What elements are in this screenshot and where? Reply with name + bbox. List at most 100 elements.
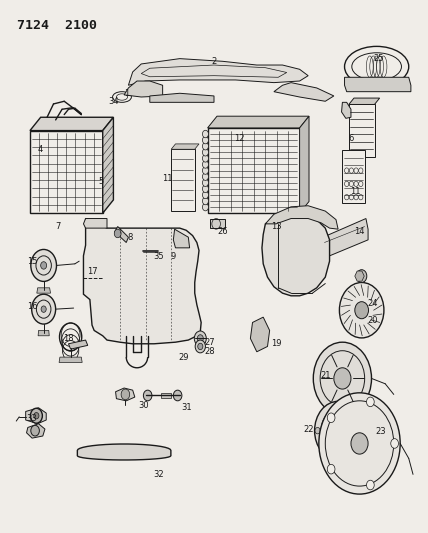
Circle shape [202, 142, 208, 150]
Circle shape [32, 294, 56, 324]
Polygon shape [171, 144, 199, 149]
Polygon shape [68, 340, 88, 349]
Text: 7: 7 [55, 222, 60, 231]
Text: 5: 5 [98, 177, 103, 185]
Polygon shape [274, 83, 334, 101]
Text: 28: 28 [205, 348, 215, 356]
Polygon shape [124, 81, 163, 97]
Text: 11: 11 [162, 174, 172, 183]
Polygon shape [83, 219, 201, 344]
Polygon shape [250, 317, 270, 352]
Circle shape [202, 155, 208, 162]
Text: 25: 25 [374, 54, 384, 63]
Text: 7124  2100: 7124 2100 [17, 19, 97, 31]
Text: 32: 32 [153, 470, 163, 479]
Polygon shape [173, 229, 190, 248]
Polygon shape [150, 93, 214, 102]
Circle shape [121, 389, 130, 400]
Text: 27: 27 [205, 338, 215, 346]
Polygon shape [128, 59, 308, 85]
Circle shape [202, 136, 208, 144]
Bar [342, 150, 365, 203]
Circle shape [202, 167, 208, 174]
Bar [349, 104, 374, 157]
Polygon shape [116, 388, 135, 401]
Polygon shape [349, 98, 380, 104]
Text: 2: 2 [211, 57, 217, 66]
Circle shape [366, 480, 374, 490]
Text: 14: 14 [354, 228, 365, 236]
Text: 4: 4 [38, 145, 43, 154]
Circle shape [313, 342, 372, 415]
Circle shape [202, 149, 208, 156]
Circle shape [202, 161, 208, 168]
Text: 33: 33 [27, 414, 38, 423]
Text: 34: 34 [108, 97, 119, 106]
Text: 17: 17 [87, 268, 97, 276]
Text: 6: 6 [348, 134, 354, 143]
Bar [160, 393, 171, 398]
Text: 35: 35 [153, 253, 163, 261]
Circle shape [327, 413, 335, 423]
Text: 22: 22 [303, 425, 313, 433]
Polygon shape [83, 219, 107, 228]
Circle shape [202, 179, 208, 187]
Text: 26: 26 [217, 228, 228, 236]
Polygon shape [321, 219, 368, 259]
Circle shape [198, 343, 203, 350]
Text: 29: 29 [179, 353, 189, 361]
Circle shape [336, 453, 341, 459]
Circle shape [194, 331, 206, 346]
Polygon shape [300, 116, 309, 213]
Circle shape [315, 427, 320, 434]
Polygon shape [37, 288, 51, 293]
Circle shape [391, 439, 398, 448]
Circle shape [334, 368, 351, 389]
Circle shape [114, 229, 121, 238]
Bar [208, 128, 300, 213]
Polygon shape [59, 357, 82, 362]
Polygon shape [27, 424, 45, 438]
Polygon shape [265, 206, 338, 229]
Circle shape [357, 270, 367, 282]
Text: 1: 1 [124, 89, 129, 98]
Text: 19: 19 [271, 340, 281, 348]
Circle shape [351, 433, 368, 454]
Text: 8: 8 [128, 233, 133, 241]
Circle shape [327, 464, 335, 474]
Circle shape [41, 306, 46, 312]
Polygon shape [30, 117, 113, 131]
Polygon shape [26, 408, 46, 424]
Text: 9: 9 [171, 253, 176, 261]
Circle shape [31, 425, 39, 436]
Circle shape [30, 408, 42, 423]
Text: 30: 30 [138, 401, 149, 409]
Circle shape [197, 335, 203, 342]
Text: 18: 18 [63, 334, 74, 343]
Circle shape [34, 413, 39, 419]
Circle shape [356, 427, 361, 434]
Circle shape [202, 173, 208, 180]
Text: 12: 12 [235, 134, 245, 143]
Circle shape [336, 402, 341, 408]
Polygon shape [38, 330, 49, 336]
Polygon shape [115, 227, 128, 243]
Text: 24: 24 [367, 300, 377, 308]
Circle shape [202, 130, 208, 138]
Text: 23: 23 [376, 427, 386, 436]
Text: 11: 11 [350, 188, 360, 196]
Circle shape [319, 393, 400, 494]
Polygon shape [103, 117, 113, 213]
Circle shape [202, 191, 208, 199]
Bar [210, 219, 225, 228]
Polygon shape [208, 116, 309, 128]
Text: 31: 31 [181, 403, 191, 412]
Ellipse shape [113, 92, 131, 102]
Polygon shape [355, 271, 364, 281]
Circle shape [41, 262, 47, 269]
Text: 13: 13 [271, 222, 281, 231]
Text: 20: 20 [367, 317, 377, 325]
Circle shape [202, 197, 208, 205]
Circle shape [315, 401, 362, 460]
Polygon shape [345, 77, 411, 92]
